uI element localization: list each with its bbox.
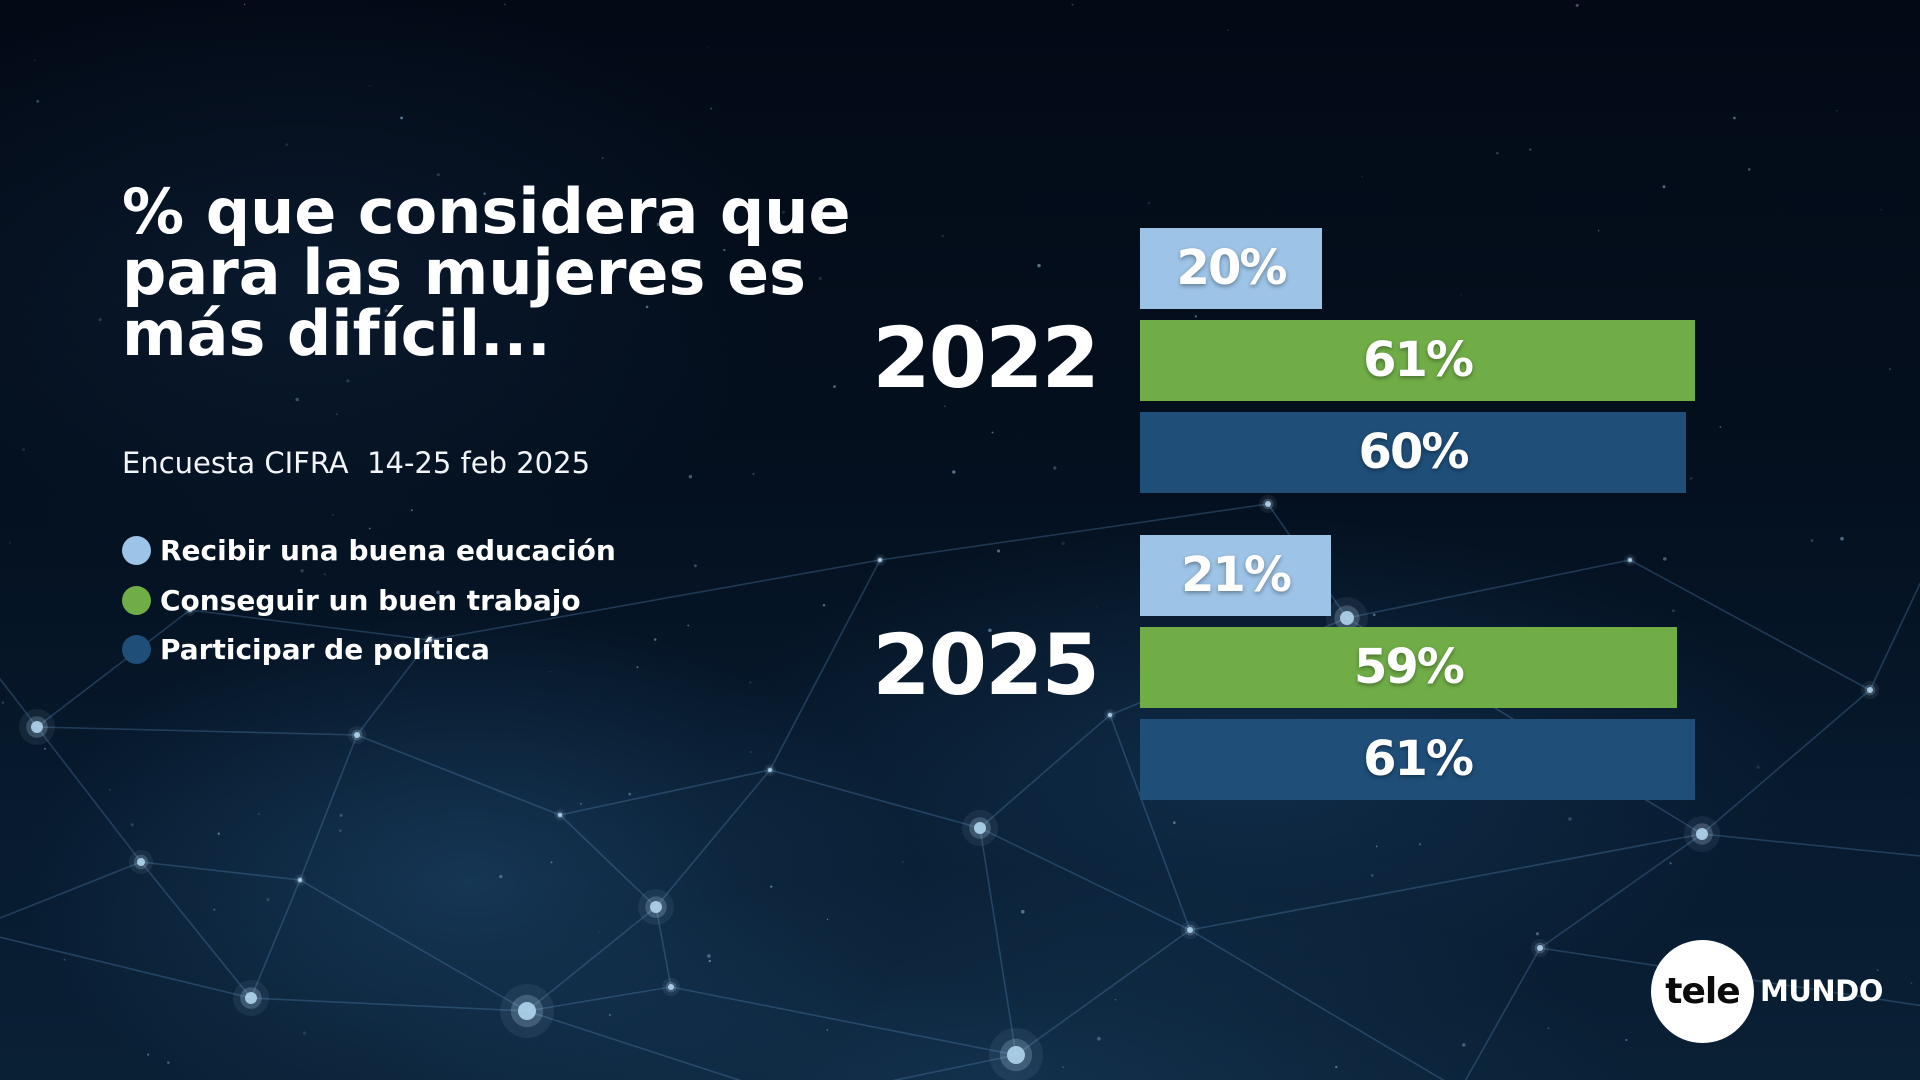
bar-2022-series-1: 61% <box>1140 320 1696 401</box>
bar-2025-series-0: 21% <box>1140 535 1332 616</box>
bar-value-label: 61% <box>1363 731 1474 787</box>
bar-value-label: 21% <box>1181 547 1292 603</box>
legend-label: Conseguir un buen trabajo <box>160 583 581 617</box>
bar-value-label: 59% <box>1354 639 1465 695</box>
bar-value-label: 61% <box>1363 332 1474 388</box>
legend-swatch <box>122 536 151 566</box>
logo-text-tele: tele <box>1665 970 1740 1012</box>
category-label-2022: 2022 <box>872 308 1100 407</box>
bar-2022-series-2: 60% <box>1140 412 1686 493</box>
legend-swatch <box>122 635 151 665</box>
logo-circle: tele <box>1651 940 1754 1043</box>
bar-2025-series-1: 59% <box>1140 627 1677 708</box>
bar-2025-series-2: 61% <box>1140 719 1696 800</box>
bar-value-label: 60% <box>1358 424 1470 480</box>
legend-item-trabajo: Conseguir un buen trabajo <box>122 576 616 626</box>
legend-label: Recibir una buena educación <box>160 534 616 568</box>
category-label-2025: 2025 <box>872 615 1100 714</box>
logo-text-mundo: MUNDO <box>1760 974 1883 1008</box>
chart-subtitle: Encuesta CIFRA 14-25 feb 2025 <box>122 446 591 480</box>
chart-title: % que considera que para las mujeres es … <box>122 175 851 370</box>
legend-item-educacion: Recibir una buena educación <box>122 526 616 576</box>
legend-label: Participar de política <box>160 633 490 667</box>
legend-item-politica: Participar de política <box>122 625 616 675</box>
legend-swatch <box>122 585 151 615</box>
bar-value-label: 20% <box>1176 240 1288 296</box>
legend: Recibir una buena educación Conseguir un… <box>122 526 616 675</box>
bar-2022-series-0: 20% <box>1140 228 1322 309</box>
